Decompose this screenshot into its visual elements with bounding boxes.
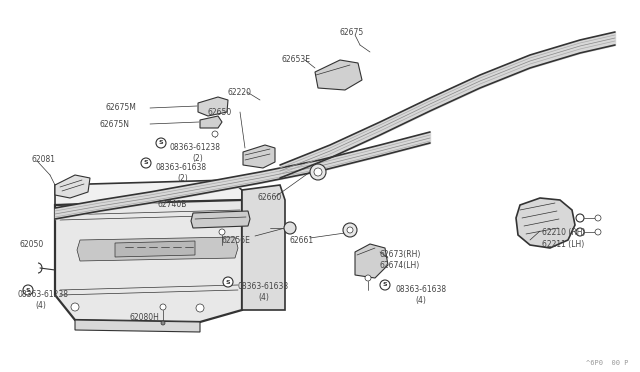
Text: (2): (2) <box>192 154 203 163</box>
Text: 62674(LH): 62674(LH) <box>380 261 420 270</box>
Polygon shape <box>243 145 275 168</box>
Text: 62653E: 62653E <box>282 55 311 64</box>
Text: 62080H: 62080H <box>130 313 160 322</box>
Circle shape <box>223 277 233 287</box>
Polygon shape <box>516 198 575 248</box>
Circle shape <box>380 280 390 290</box>
Text: 62256E: 62256E <box>222 236 251 245</box>
Polygon shape <box>191 211 250 228</box>
Circle shape <box>347 227 353 233</box>
Polygon shape <box>55 175 90 198</box>
Polygon shape <box>115 241 195 257</box>
Text: 62740B: 62740B <box>158 200 188 209</box>
Text: S: S <box>26 288 30 292</box>
Polygon shape <box>315 60 362 90</box>
Circle shape <box>160 304 166 310</box>
Polygon shape <box>77 237 238 261</box>
Circle shape <box>141 158 151 168</box>
Text: 62661: 62661 <box>290 236 314 245</box>
Text: 62673(RH): 62673(RH) <box>380 250 421 259</box>
Text: 08363-61238: 08363-61238 <box>18 290 69 299</box>
Circle shape <box>314 168 322 176</box>
Text: (4): (4) <box>35 301 46 310</box>
Polygon shape <box>200 116 222 128</box>
Text: 08363-61238: 08363-61238 <box>170 143 221 152</box>
Text: 62675: 62675 <box>340 28 364 37</box>
Text: 62675N: 62675N <box>100 120 130 129</box>
Circle shape <box>595 215 601 221</box>
Polygon shape <box>242 185 285 310</box>
Polygon shape <box>198 97 228 116</box>
Circle shape <box>310 164 326 180</box>
Circle shape <box>196 304 204 312</box>
Text: 62650: 62650 <box>208 108 232 117</box>
Circle shape <box>365 275 371 281</box>
Text: (4): (4) <box>415 296 426 305</box>
Text: 62210 (RH): 62210 (RH) <box>542 228 586 237</box>
Text: S: S <box>159 141 163 145</box>
Text: 62050: 62050 <box>20 240 44 249</box>
Polygon shape <box>55 200 242 322</box>
Text: S: S <box>383 282 387 288</box>
Text: (2): (2) <box>177 174 188 183</box>
Polygon shape <box>355 244 388 278</box>
Text: S: S <box>144 160 148 166</box>
Text: 08363-61638: 08363-61638 <box>238 282 289 291</box>
Circle shape <box>284 222 296 234</box>
Circle shape <box>212 131 218 137</box>
Text: 62660: 62660 <box>258 193 282 202</box>
Text: (4): (4) <box>258 293 269 302</box>
Circle shape <box>23 285 33 295</box>
Circle shape <box>576 228 584 236</box>
Text: 08363-61638: 08363-61638 <box>395 285 446 294</box>
Circle shape <box>219 229 225 235</box>
Circle shape <box>161 321 165 325</box>
Circle shape <box>576 214 584 222</box>
Circle shape <box>71 303 79 311</box>
Text: 62675M: 62675M <box>105 103 136 112</box>
Polygon shape <box>75 320 200 332</box>
Circle shape <box>156 138 166 148</box>
Text: S: S <box>226 279 230 285</box>
Circle shape <box>343 223 357 237</box>
Text: 62081: 62081 <box>32 155 56 164</box>
Text: 62211 (LH): 62211 (LH) <box>542 240 584 249</box>
Text: 08363-61638: 08363-61638 <box>155 163 206 172</box>
Text: 62220: 62220 <box>228 88 252 97</box>
Polygon shape <box>55 180 242 205</box>
Circle shape <box>595 229 601 235</box>
Text: ^6P0  00 P: ^6P0 00 P <box>586 360 628 366</box>
